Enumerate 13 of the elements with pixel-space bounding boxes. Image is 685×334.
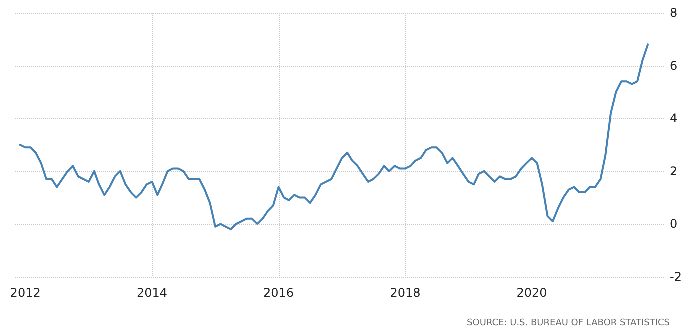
source-note: SOURCE: U.S. BUREAU OF LABOR STATISTICS bbox=[467, 318, 670, 328]
y-tick-label: 2 bbox=[670, 164, 678, 178]
x-tick-label: 2016 bbox=[264, 286, 294, 300]
x-tick-label: 2018 bbox=[390, 286, 421, 300]
x-tick-label: 2014 bbox=[136, 286, 168, 300]
y-tick-label: -2 bbox=[670, 270, 682, 284]
y-tick-label: 4 bbox=[670, 112, 678, 126]
y-tick-label: 8 bbox=[670, 6, 678, 20]
x-tick-label: 2020 bbox=[516, 286, 548, 300]
y-tick-label: 6 bbox=[670, 58, 678, 73]
x-tick-label: 2012 bbox=[10, 286, 41, 300]
y-tick-label: 0 bbox=[670, 217, 678, 232]
line-series bbox=[19, 44, 650, 230]
